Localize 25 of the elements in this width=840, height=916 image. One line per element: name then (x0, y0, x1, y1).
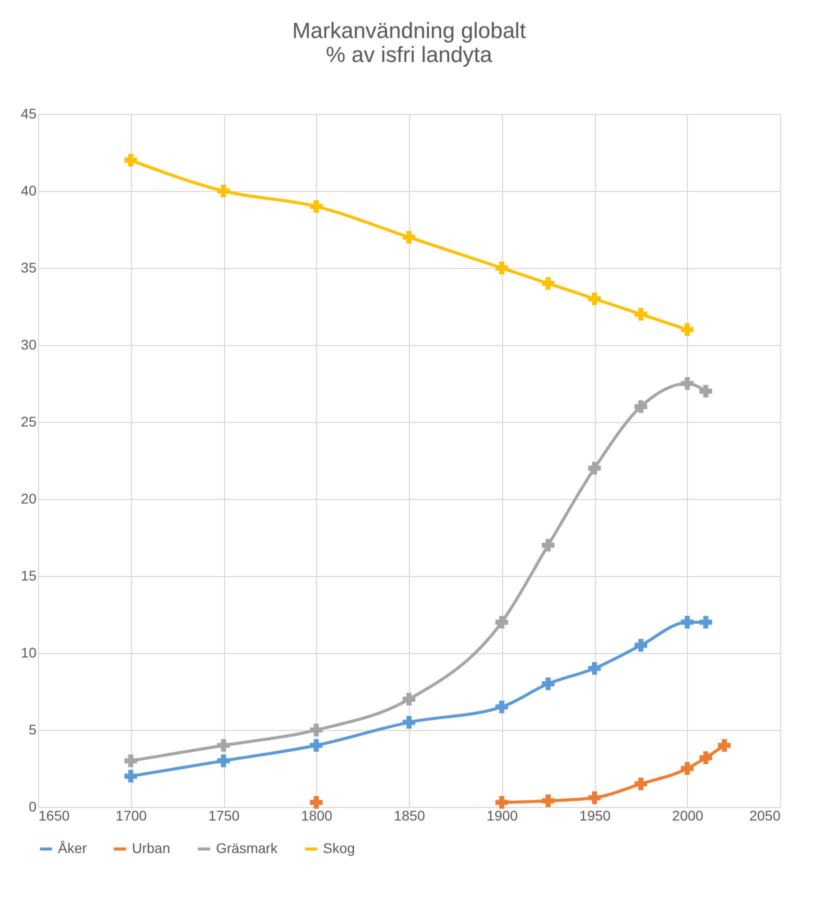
legend-label: Urban (132, 840, 170, 856)
x-tick-label: 1800 (301, 808, 333, 824)
y-tick-label: 35 (20, 260, 37, 276)
y-tick-label: 15 (20, 568, 37, 584)
y-tick-label: 5 (28, 722, 37, 738)
x-tick-label: 1750 (208, 808, 240, 824)
y-tick-label: 40 (20, 182, 37, 198)
y-tick-label: 10 (20, 644, 37, 660)
x-tick-label: 2050 (749, 808, 781, 824)
x-tick-label: 1950 (579, 808, 611, 824)
legend-label: Gräsmark (216, 840, 278, 856)
x-tick-label: 1900 (486, 808, 518, 824)
text: Markanvändning globalt (292, 18, 526, 43)
x-tick-label: 1700 (116, 808, 148, 824)
legend-label: Åker (58, 840, 88, 856)
y-tick-label: 0 (28, 798, 37, 814)
x-tick-label: 1850 (394, 808, 426, 824)
y-tick-label: 20 (20, 490, 37, 506)
legend-label: Skog (323, 840, 355, 856)
y-tick-label: 25 (20, 414, 37, 430)
x-tick-label: 2000 (672, 808, 704, 824)
text: % av isfri landyta (326, 42, 492, 67)
y-tick-label: 30 (20, 336, 37, 352)
x-tick-label: 1650 (38, 808, 70, 824)
y-tick-label: 45 (20, 106, 37, 122)
